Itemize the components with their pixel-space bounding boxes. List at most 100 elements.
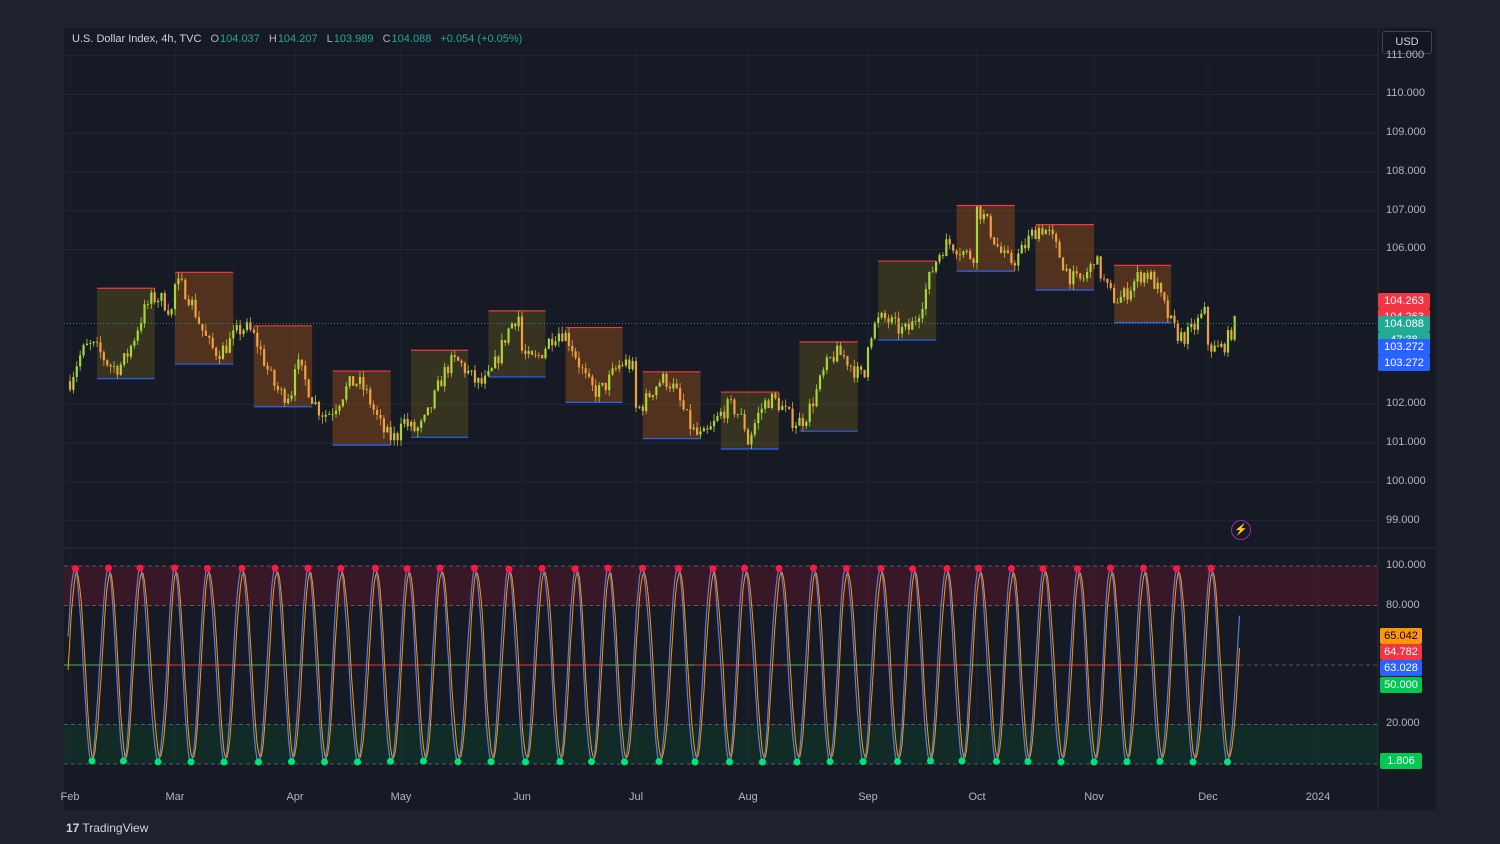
candle xyxy=(685,409,689,410)
candle xyxy=(822,370,825,376)
candle xyxy=(1010,252,1013,264)
candle xyxy=(753,423,756,435)
tradingview-logo[interactable]: 17 TradingView xyxy=(66,821,148,835)
candle xyxy=(591,376,594,386)
candle xyxy=(1072,271,1075,285)
candle xyxy=(784,405,787,407)
candle xyxy=(348,376,351,387)
candle xyxy=(836,345,839,362)
candle xyxy=(645,393,648,412)
candle xyxy=(232,330,235,339)
candle xyxy=(413,421,416,432)
candle xyxy=(358,377,362,384)
candle xyxy=(382,418,386,433)
candle xyxy=(894,317,897,319)
candle xyxy=(551,338,554,346)
candle xyxy=(544,348,547,359)
candle xyxy=(470,370,473,372)
candle xyxy=(587,373,591,377)
oversold-dot xyxy=(726,758,733,766)
candle xyxy=(1206,306,1210,345)
candle xyxy=(85,343,89,346)
price-tick-label: 109.000 xyxy=(1386,126,1426,139)
chart-frame[interactable] xyxy=(64,28,1436,810)
candle xyxy=(832,357,835,362)
symbol-title[interactable]: U.S. Dollar Index, 4h, TVC xyxy=(72,33,202,45)
candle xyxy=(853,366,856,378)
candle xyxy=(900,326,904,334)
overbought-dot xyxy=(136,564,144,572)
candle xyxy=(129,345,133,357)
oversold-dot xyxy=(187,758,195,766)
zone-block xyxy=(799,341,858,432)
candle xyxy=(1230,330,1233,340)
candle xyxy=(975,206,979,264)
overbought-dot xyxy=(72,565,79,573)
candle xyxy=(702,428,705,432)
overbought-dot xyxy=(403,565,411,573)
candle xyxy=(658,382,661,387)
candle xyxy=(907,323,910,330)
candle xyxy=(1048,229,1051,231)
candle xyxy=(541,355,544,359)
candle xyxy=(1136,272,1139,282)
osc-tag: 50.000 xyxy=(1380,677,1422,693)
price-tick-label: 108.000 xyxy=(1386,164,1426,177)
candle-layer xyxy=(68,205,1236,449)
oversold-dot xyxy=(321,758,328,766)
overbought-zone xyxy=(64,566,1378,606)
overbought-dot xyxy=(1107,564,1114,572)
candle xyxy=(389,427,392,441)
currency-button[interactable]: USD xyxy=(1382,31,1432,54)
candle xyxy=(695,427,699,435)
candle xyxy=(986,213,989,217)
candle xyxy=(791,408,794,429)
open-label: O xyxy=(210,33,220,45)
candle xyxy=(955,250,958,255)
price-tick-label: 99.000 xyxy=(1386,513,1420,526)
zone-block xyxy=(720,392,779,449)
candle xyxy=(173,284,177,310)
oversold-dot xyxy=(927,757,934,765)
candle xyxy=(520,316,524,351)
zone-block xyxy=(1035,224,1094,291)
lightning-alert-icon[interactable]: ⚡ xyxy=(1231,520,1251,540)
price-tag: 103.272 xyxy=(1378,339,1430,356)
candle xyxy=(184,279,187,300)
overbought-dot xyxy=(505,565,513,573)
overbought-dot xyxy=(909,565,916,573)
candle xyxy=(314,402,317,404)
candle xyxy=(914,321,917,323)
oversold-dot xyxy=(1057,758,1065,766)
candle xyxy=(1139,272,1143,283)
candle xyxy=(423,414,426,421)
candle xyxy=(1065,268,1068,271)
candle xyxy=(160,293,163,301)
candle xyxy=(887,318,890,323)
candle xyxy=(89,343,92,344)
candle xyxy=(567,332,571,346)
osc-signal-line xyxy=(67,570,1240,760)
candle xyxy=(379,414,382,419)
candle xyxy=(510,323,514,329)
candle xyxy=(201,323,204,331)
oversold-dot xyxy=(556,758,564,766)
price-tick-label: 101.000 xyxy=(1386,436,1426,449)
candle xyxy=(430,407,433,409)
candle xyxy=(1159,282,1163,293)
candle xyxy=(1210,344,1213,352)
candle xyxy=(79,355,82,367)
candle xyxy=(662,373,665,383)
candle xyxy=(706,428,709,430)
candle xyxy=(890,317,893,323)
candle xyxy=(904,323,907,327)
price-tag: 104.088 xyxy=(1378,315,1430,332)
candle xyxy=(729,399,733,401)
zone-block xyxy=(1114,265,1172,323)
candle xyxy=(500,340,503,364)
candle xyxy=(750,434,753,445)
price-tag: 104.263 xyxy=(1378,292,1430,309)
candle xyxy=(119,364,122,375)
oversold-dot xyxy=(88,757,96,765)
